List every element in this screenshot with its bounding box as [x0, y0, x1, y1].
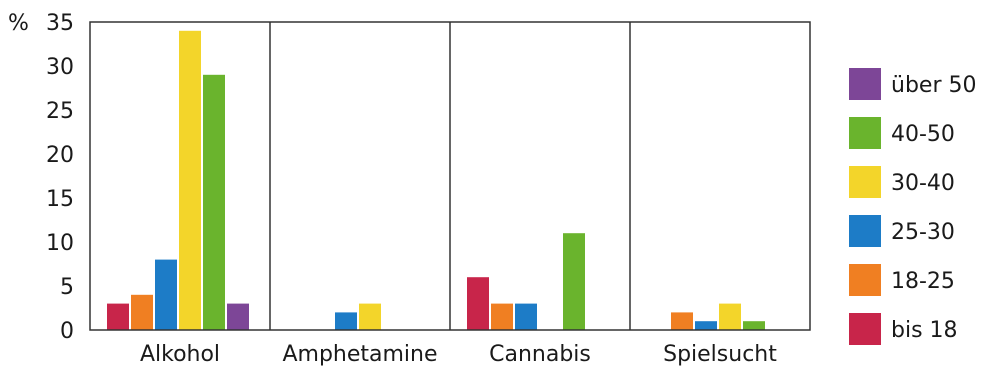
category-label: Amphetamine — [282, 342, 437, 367]
category-label: Spielsucht — [663, 342, 777, 367]
category-label: Alkohol — [140, 342, 220, 367]
bar — [491, 303, 513, 330]
legend-label: 18-25 — [891, 269, 955, 294]
bar — [671, 312, 693, 330]
y-tick-label: 20 — [46, 143, 74, 168]
category-labels: Alkohol Amphetamine Cannabis Spielsucht — [140, 342, 777, 367]
legend-swatch — [849, 264, 881, 296]
bar — [743, 321, 765, 330]
y-tick-label: 35 — [46, 11, 74, 36]
bar — [695, 321, 717, 330]
category-label: Cannabis — [489, 342, 591, 367]
y-tick-label: 10 — [46, 231, 74, 256]
bar — [227, 303, 249, 330]
legend: über 50 40-50 30-40 25-30 18-25 bis 18 — [849, 68, 976, 345]
y-tick-label: 30 — [46, 55, 74, 80]
bar — [719, 303, 741, 330]
bar — [359, 303, 381, 330]
y-tick-label: 0 — [60, 319, 74, 344]
legend-swatch — [849, 117, 881, 149]
bar — [515, 303, 537, 330]
bar — [563, 233, 585, 330]
legend-swatch — [849, 166, 881, 198]
legend-swatch — [849, 68, 881, 100]
legend-label: über 50 — [891, 73, 976, 98]
bar — [467, 277, 489, 330]
legend-swatch — [849, 313, 881, 345]
bar — [203, 74, 225, 330]
bar — [131, 294, 153, 330]
y-tick-label: 15 — [46, 187, 74, 212]
bar — [107, 303, 129, 330]
bar — [335, 312, 357, 330]
legend-label: 25-30 — [891, 220, 955, 245]
legend-label: 30-40 — [891, 171, 955, 196]
y-tick-label: 25 — [46, 99, 74, 124]
y-axis-ticks: 0 5 10 15 20 25 30 35 — [46, 11, 74, 344]
plot-frame — [89, 21, 811, 331]
legend-label: bis 18 — [891, 318, 958, 343]
y-tick-label: 5 — [60, 275, 74, 300]
bars — [107, 30, 765, 331]
bar — [179, 30, 201, 331]
legend-swatch — [849, 215, 881, 247]
bar — [155, 259, 177, 330]
y-axis-unit-label: % — [8, 11, 29, 36]
legend-label: 40-50 — [891, 122, 955, 147]
